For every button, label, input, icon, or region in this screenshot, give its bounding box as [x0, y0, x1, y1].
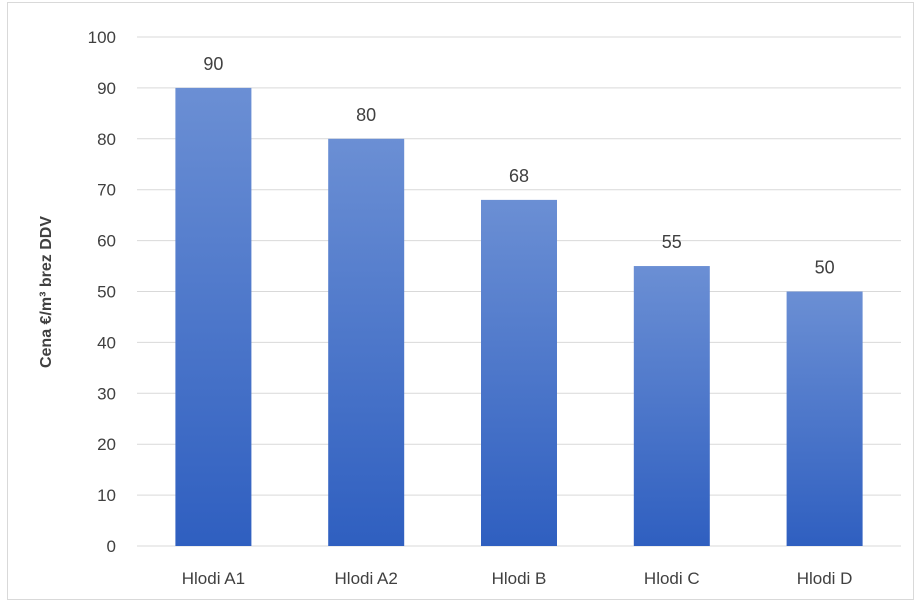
y-tick-label: 90: [97, 79, 116, 98]
gridlines: [137, 36, 901, 547]
y-tick-label: 10: [97, 486, 116, 505]
x-category-label: Hlodi A1: [182, 569, 245, 588]
y-tick-label: 30: [97, 384, 116, 403]
x-category-label: Hlodi A2: [335, 569, 398, 588]
y-tick-label: 50: [97, 283, 116, 302]
y-axis-ticks: 0 10 20 30 40 50 60 70 80 90 100: [88, 28, 116, 556]
x-category-label: Hlodi B: [492, 569, 547, 588]
bar-1: [175, 87, 252, 547]
bar-3: [481, 199, 557, 546]
x-axis-categories: Hlodi A1 Hlodi A2 Hlodi B Hlodi C Hlodi D: [182, 569, 853, 588]
bar-5: [786, 291, 863, 546]
y-tick-label: 40: [97, 333, 116, 352]
data-label-5: 50: [815, 258, 835, 278]
data-labels: 90 80 68 55 50: [203, 54, 834, 278]
y-tick-label: 80: [97, 130, 116, 149]
x-category-label: Hlodi C: [644, 569, 700, 588]
data-label-4: 55: [662, 232, 682, 252]
y-tick-label: 60: [97, 232, 116, 251]
y-tick-label: 0: [107, 537, 116, 556]
data-label-3: 68: [509, 166, 529, 186]
bars: [175, 87, 863, 547]
y-tick-label: 100: [88, 28, 116, 47]
data-label-2: 80: [356, 105, 376, 125]
bar-2: [328, 138, 405, 547]
y-tick-label: 70: [97, 181, 116, 200]
data-label-1: 90: [203, 54, 223, 74]
bar-4: [633, 266, 710, 546]
y-axis-title: Cena €/m³ brez DDV: [38, 216, 55, 368]
x-category-label: Hlodi D: [797, 569, 853, 588]
y-tick-label: 20: [97, 435, 116, 454]
chart-frame: [7, 2, 914, 600]
